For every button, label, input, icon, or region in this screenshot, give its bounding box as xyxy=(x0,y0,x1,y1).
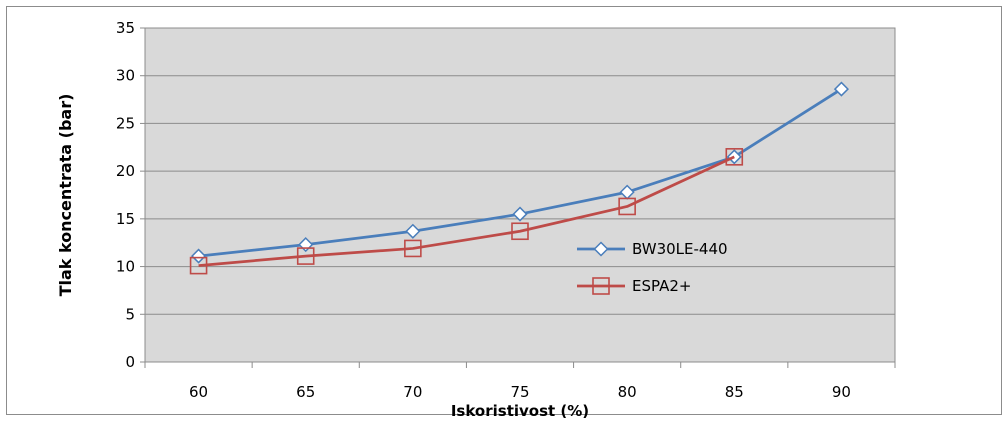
y-tick-label: 10 xyxy=(116,258,135,276)
y-tick-label: 25 xyxy=(116,114,135,132)
data-point xyxy=(725,148,744,166)
axes: 0 5 10 15 20 25 30 35 60 65 70 75 80 85 90 xyxy=(116,19,896,401)
legend-marker xyxy=(593,241,609,257)
data-point xyxy=(191,248,207,264)
legend-item: BW30LE-440 xyxy=(577,240,728,258)
series-line xyxy=(198,155,735,267)
y-tick-label: 5 xyxy=(125,305,135,323)
data-point xyxy=(404,239,422,258)
y-tick-label: 0 xyxy=(125,353,135,371)
data-point xyxy=(511,222,529,241)
legend-marker xyxy=(592,277,610,295)
gridlines xyxy=(145,27,895,315)
y-tick-label: 30 xyxy=(116,67,135,85)
legend-item: ESPA2+ xyxy=(577,277,691,295)
x-tick-label: 60 xyxy=(189,383,208,401)
y-tick-label: 15 xyxy=(116,210,135,228)
y-axis-title: Tlak koncentrata (bar) xyxy=(56,94,75,297)
x-axis-title: Iskoristivost (%) xyxy=(451,402,589,420)
x-tick-label: 65 xyxy=(296,383,315,401)
series xyxy=(189,81,849,275)
x-tick-label: 85 xyxy=(725,383,744,401)
data-point xyxy=(512,206,528,222)
x-tick-label: 80 xyxy=(618,383,637,401)
y-tick-label: 35 xyxy=(116,19,135,37)
y-tick-label: 20 xyxy=(116,162,135,180)
data-point xyxy=(618,197,636,216)
plot-area xyxy=(144,27,896,363)
x-tick-label: 75 xyxy=(510,383,529,401)
data-point xyxy=(405,223,421,239)
legend: BW30LE-440 ESPA2+ xyxy=(577,240,728,295)
series-1 xyxy=(189,148,744,275)
x-tick-label: 70 xyxy=(403,383,422,401)
data-point xyxy=(296,247,315,265)
data-point xyxy=(189,256,208,275)
x-tick-label: 90 xyxy=(832,383,851,401)
legend-label: ESPA2+ xyxy=(632,277,691,295)
data-point xyxy=(833,81,849,97)
legend-label: BW30LE-440 xyxy=(632,240,728,258)
